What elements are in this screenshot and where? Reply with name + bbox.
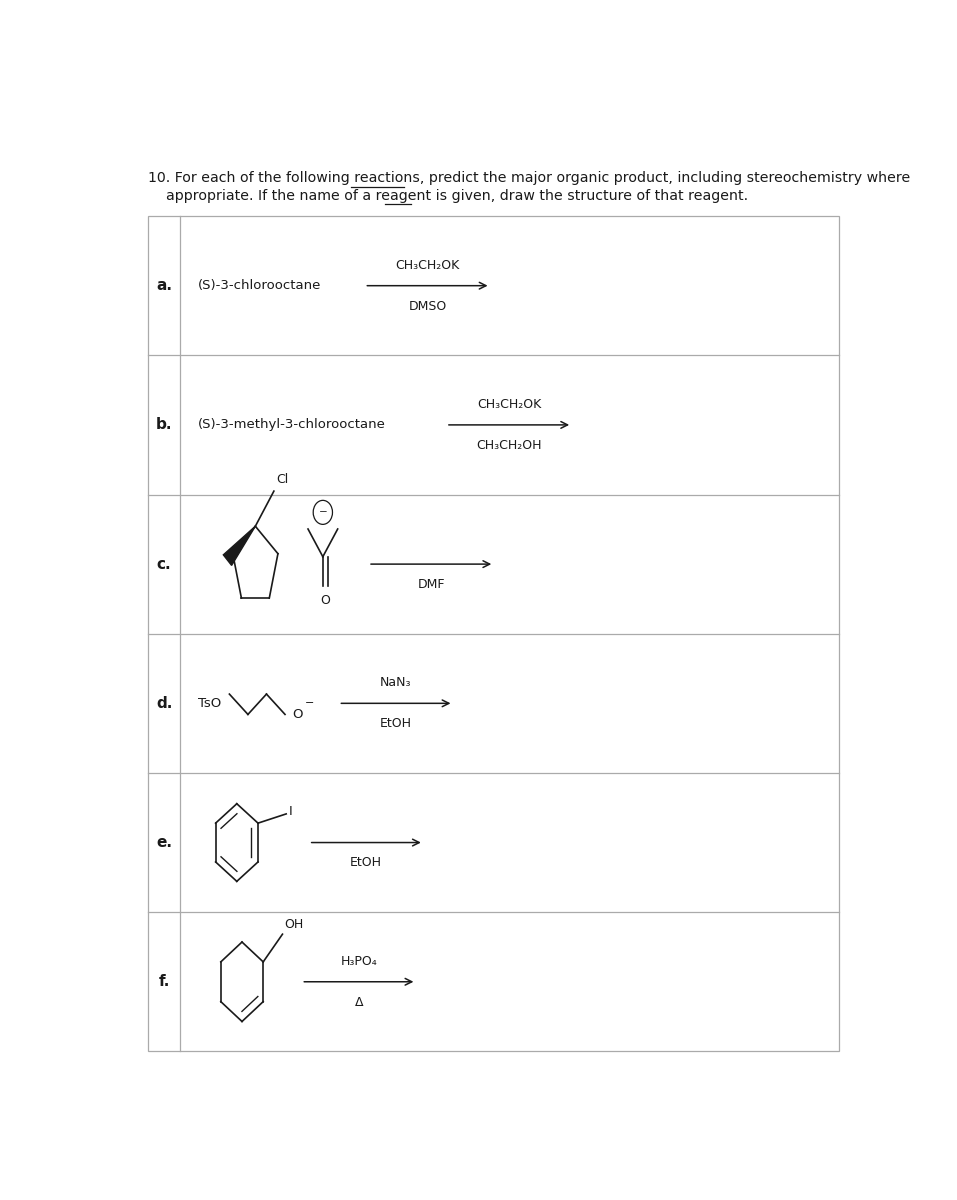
Text: a.: a. [156,278,172,293]
Text: NaN₃: NaN₃ [380,677,412,690]
Text: CH₃CH₂OK: CH₃CH₂OK [395,259,459,272]
Text: f.: f. [159,974,169,989]
Text: TsO: TsO [197,697,221,710]
Polygon shape [223,527,256,565]
Text: Cl: Cl [277,474,288,486]
Text: OH: OH [284,918,303,931]
Text: O: O [293,708,303,721]
Text: b.: b. [156,418,172,432]
Text: appropriate. If the name of a reagent is given, draw the structure of that reage: appropriate. If the name of a reagent is… [147,188,748,203]
Text: −: − [319,508,327,517]
Text: O: O [321,594,330,607]
Text: c.: c. [157,557,171,571]
Text: DMF: DMF [417,578,445,590]
Text: EtOH: EtOH [350,857,382,869]
Text: CH₃CH₂OK: CH₃CH₂OK [477,398,541,412]
Text: DMSO: DMSO [409,300,447,312]
Text: (S)-3-methyl-3-chlorooctane: (S)-3-methyl-3-chlorooctane [197,419,386,431]
Text: H₃PO₄: H₃PO₄ [341,955,377,968]
Text: I: I [289,805,293,817]
Text: (S)-3-chlorooctane: (S)-3-chlorooctane [197,280,321,292]
Text: e.: e. [156,835,172,850]
Text: EtOH: EtOH [380,718,412,730]
Text: 10. For each of the following reactions, predict the major organic product, incl: 10. For each of the following reactions,… [147,172,910,185]
Text: CH₃CH₂OH: CH₃CH₂OH [477,439,542,451]
Text: Δ: Δ [354,996,363,1008]
Text: −: − [305,698,315,708]
Text: d.: d. [156,696,172,710]
